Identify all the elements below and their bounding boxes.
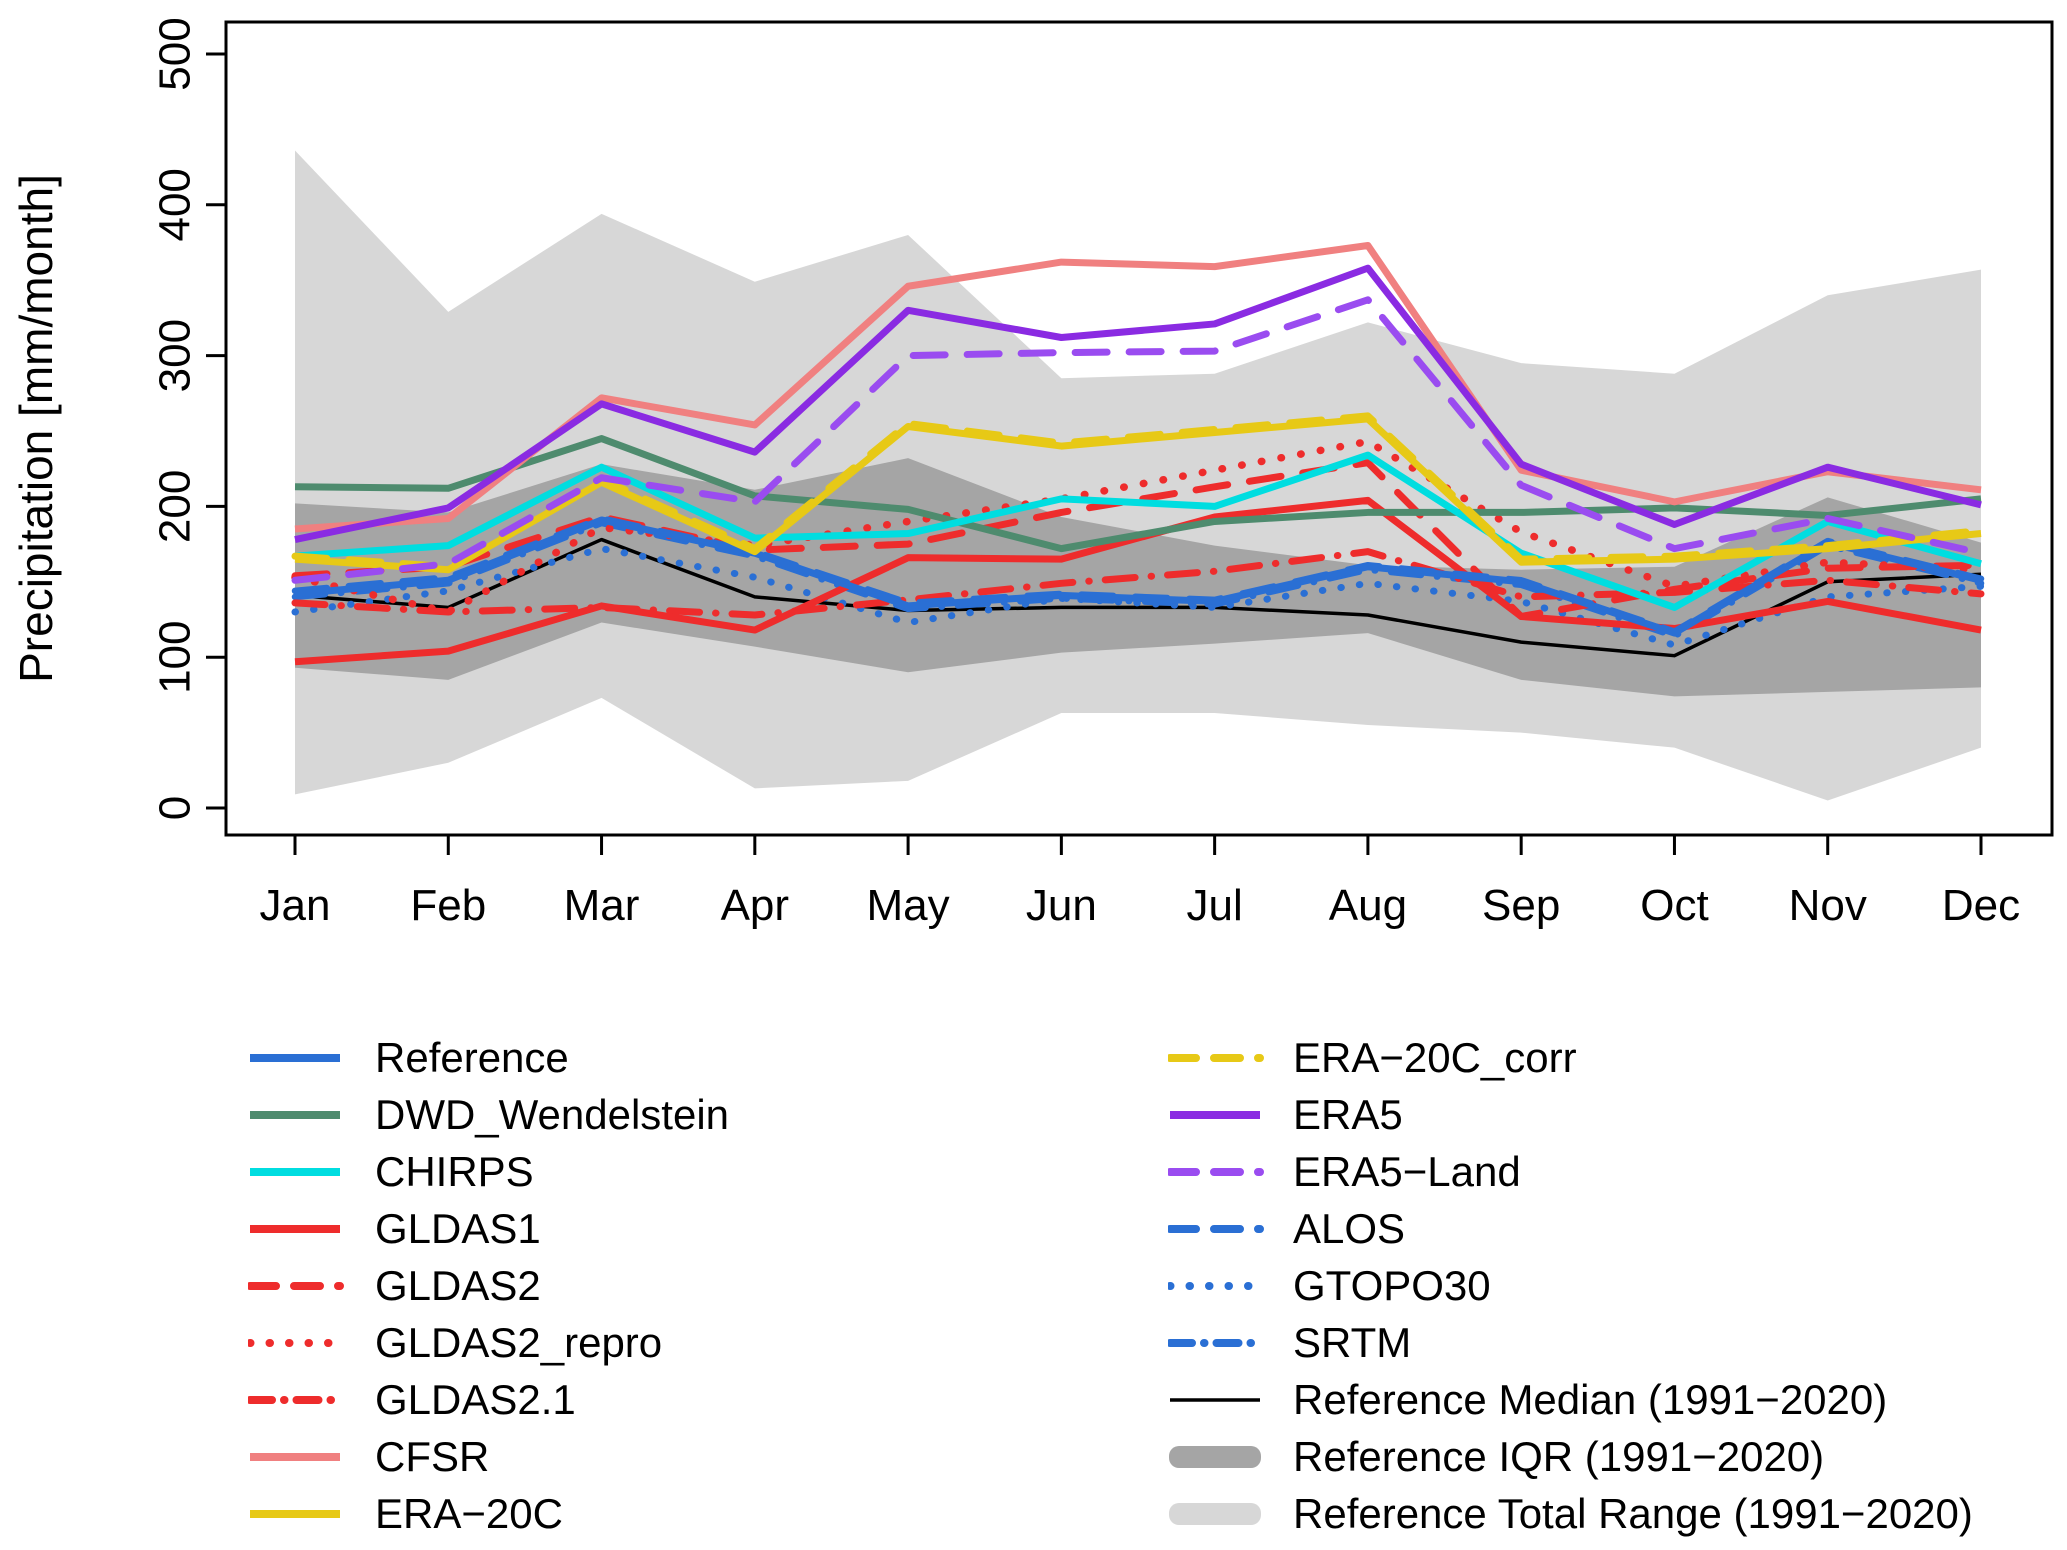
legend-item-right-6: Reference Median (1991−2020) (1168, 1377, 1887, 1423)
legend-label: Reference Total Range (1991−2020) (1293, 1490, 1973, 1537)
x-tick-label: Apr (721, 881, 789, 930)
legend-swatch-line (250, 1225, 340, 1233)
x-tick-label: Dec (1942, 881, 2020, 930)
legend-swatch-line (1170, 1398, 1260, 1402)
series-line-GLDAS2-1 (291, 548, 1985, 619)
legend-swatch-line (1168, 1225, 1264, 1233)
legend-item-right-0: ERA−20C_corr (1168, 1035, 1577, 1081)
legend-item-left-0: Reference (248, 1035, 569, 1081)
legend-swatch-line (248, 1396, 344, 1404)
legend-swatch-line (1168, 1168, 1264, 1176)
y-tick-label: 500 (151, 17, 200, 90)
series-line-ERA5-Land (291, 296, 1985, 584)
legend-swatch-line (250, 1453, 340, 1461)
y-tick-label: 400 (151, 168, 200, 241)
legend-swatch-line (250, 1111, 340, 1119)
legend-label: CFSR (375, 1433, 490, 1480)
legend-item-right-8: Reference Total Range (1991−2020) (1168, 1491, 1973, 1537)
x-tick-label: Feb (410, 881, 486, 930)
legend-swatch-line (1168, 1339, 1264, 1347)
legend-item-left-3: GLDAS1 (248, 1206, 541, 1252)
precipitation-chart: 0 100 200 300 400 500 Jan Feb Mar Apr May Jun Jul Aug… (10, 17, 2054, 930)
legend-item-left-5: GLDAS2_repro (248, 1320, 662, 1366)
legend-label: ERA5−Land (1293, 1148, 1521, 1195)
series-line-ERA5 (294, 264, 1982, 544)
legend-label: Reference (375, 1034, 569, 1081)
plot-border (224, 20, 2054, 837)
x-tick-label: Oct (1640, 881, 1708, 930)
legend-label: GLDAS1 (375, 1205, 541, 1252)
y-tick-label: 300 (151, 319, 200, 392)
legend-label: ALOS (1293, 1205, 1406, 1252)
legend-swatch-line (250, 1054, 340, 1062)
series-line-Reference-Median-1991-2020- (294, 537, 1982, 658)
legend-label: GLDAS2 (375, 1262, 541, 1309)
series-line-GLDAS2-repro (291, 437, 1985, 616)
series-line-CHIRPS (294, 451, 1982, 611)
legend-label: ERA5 (1293, 1091, 1403, 1138)
legend-item-right-2: ERA5−Land (1168, 1149, 1521, 1195)
x-tick-label: Mar (564, 881, 640, 930)
legend-swatch-line (1168, 1054, 1264, 1062)
legend-swatch-line (1168, 1282, 1264, 1290)
x-tick-label: Jun (1026, 881, 1097, 930)
y-tick-label: 0 (151, 796, 200, 820)
legend-item-left-7: CFSR (248, 1434, 489, 1480)
legend-swatch-band (1169, 1446, 1261, 1468)
series-line-GTOPO30 (291, 545, 1985, 649)
legend-label: CHIRPS (375, 1148, 534, 1195)
legend-label: SRTM (1293, 1319, 1412, 1366)
y-tick-label: 100 (151, 620, 200, 693)
legend-item-right-3: ALOS (1168, 1206, 1405, 1252)
legend-label: DWD_Wendelstein (375, 1091, 730, 1138)
legend-item-right-4: GTOPO30 (1168, 1263, 1491, 1309)
x-tick-label: Sep (1482, 881, 1560, 930)
y-tick-label: 200 (151, 470, 200, 543)
legend-item-left-1: DWD_Wendelstein (248, 1092, 729, 1138)
legend-item-right-7: Reference IQR (1991−2020) (1168, 1434, 1824, 1480)
legend-label: GLDAS2_repro (375, 1319, 663, 1366)
legend-swatch-band (1169, 1503, 1261, 1525)
legend-item-left-2: CHIRPS (248, 1149, 534, 1195)
legend-label: ERA−20C_corr (1293, 1034, 1577, 1081)
legend-swatch-line (1170, 1111, 1260, 1119)
series-line-DWD-Wendelstein (294, 435, 1982, 553)
legend-swatch-line (248, 1282, 344, 1290)
series-line-ERA-20C (294, 415, 1982, 574)
legend-item-right-1: ERA5 (1168, 1092, 1403, 1138)
legend-label: GLDAS2.1 (375, 1376, 576, 1423)
legend-item-left-8: ERA−20C (248, 1491, 563, 1537)
legend-swatch-line (250, 1510, 340, 1518)
legend-label: GTOPO30 (1293, 1262, 1491, 1309)
x-tick-label: May (867, 881, 950, 930)
legend-label: Reference Median (1991−2020) (1293, 1376, 1888, 1423)
legend-swatch-line (248, 1339, 344, 1347)
x-tick-label: Jul (1187, 881, 1243, 930)
legend-item-left-6: GLDAS2.1 (248, 1377, 576, 1423)
y-axis-title: Precipitation [mm/month] (10, 174, 62, 683)
legend-swatch-line (250, 1168, 340, 1176)
x-tick-label: Jan (260, 881, 331, 930)
legend-label: ERA−20C (375, 1490, 563, 1537)
band-total-range (295, 150, 1981, 801)
legend-label: Reference IQR (1991−2020) (1293, 1433, 1825, 1480)
legend-item-left-4: GLDAS2 (248, 1263, 541, 1309)
x-tick-label: Aug (1329, 881, 1407, 930)
legend-item-right-5: SRTM (1168, 1320, 1411, 1366)
x-tick-label: Nov (1789, 881, 1867, 930)
series-line-Reference (294, 516, 1982, 637)
